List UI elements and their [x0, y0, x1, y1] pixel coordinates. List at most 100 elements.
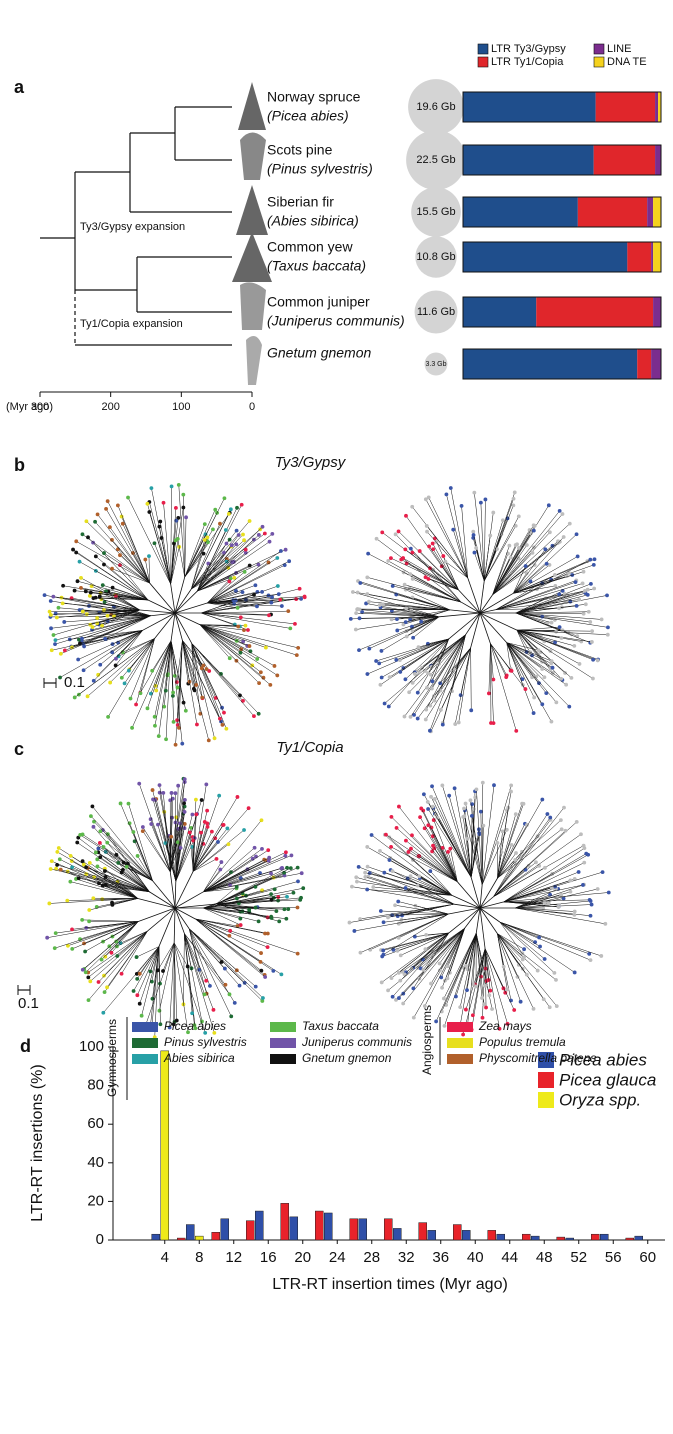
tree-tip: [471, 529, 476, 534]
tree-tip: [157, 783, 162, 788]
tree-tip: [412, 672, 417, 676]
tree-tip: [544, 691, 549, 696]
tree-tip: [600, 870, 605, 875]
tree-tip: [232, 575, 237, 580]
tree-tip: [488, 533, 493, 538]
tree-tip: [566, 570, 571, 575]
tree-tip: [589, 640, 594, 644]
bar: [349, 1218, 358, 1241]
tree-branch: [173, 942, 206, 1033]
tree-branch: [454, 788, 472, 878]
tree-branch: [467, 577, 481, 614]
tree-tip: [440, 845, 445, 850]
tree-tip: [88, 622, 93, 627]
tree-branch: [98, 930, 148, 983]
tree-tip: [267, 613, 271, 618]
tree-branch: [465, 932, 477, 966]
tree-branch: [515, 595, 608, 614]
x-tick-label: 4: [161, 1249, 169, 1266]
tree-branch: [383, 932, 449, 951]
tree-branch: [506, 642, 545, 678]
tree-tip: [506, 805, 511, 810]
tree-branch: [201, 612, 269, 616]
tree-tip: [70, 865, 74, 870]
tree-tip: [438, 707, 443, 712]
tree-tip: [568, 889, 573, 894]
tree-branch: [53, 596, 140, 611]
tree-tip: [426, 671, 430, 676]
tree-branch: [182, 640, 204, 666]
tree-branch: [419, 876, 453, 896]
tree-branch: [354, 913, 449, 932]
tree-branch: [192, 828, 228, 872]
tree-tip: [454, 994, 458, 999]
tree-branch: [197, 549, 246, 592]
tree-tip: [503, 990, 508, 995]
tree-tip: [389, 815, 394, 819]
tree-branch: [207, 596, 305, 604]
tree-tip: [174, 1018, 179, 1023]
tree-tip: [572, 877, 577, 881]
tree-tip: [471, 807, 476, 811]
tree-tip: [521, 801, 526, 806]
x-axis-label: LTR-RT insertion times (Myr ago): [272, 1276, 508, 1293]
tree-tip: [201, 663, 206, 668]
tree-tip: [405, 876, 410, 881]
tree-tip: [271, 968, 276, 973]
tree-tip: [394, 997, 398, 1002]
tree-tip: [432, 698, 437, 703]
tree-tip: [283, 547, 288, 552]
tree-tip: [279, 866, 284, 871]
tree-tip: [403, 620, 408, 624]
tree-tip: [91, 896, 96, 901]
tree-tip: [424, 933, 429, 937]
tree-tip: [80, 532, 85, 537]
tree-tip: [491, 510, 496, 515]
tree-branch: [385, 834, 458, 883]
tree-tip: [76, 876, 81, 881]
tree-branch: [201, 585, 278, 614]
tree-tip: [419, 619, 424, 624]
tree-tip: [51, 594, 56, 599]
icon: [232, 232, 272, 282]
tree-tip: [79, 586, 83, 590]
tree-tip: [561, 896, 566, 901]
tree-tip: [424, 524, 429, 528]
tree-branch: [490, 643, 494, 724]
tree-tip: [265, 945, 270, 950]
tree-branch: [446, 494, 468, 578]
tree-tip: [549, 719, 554, 724]
tree-branch: [142, 831, 171, 873]
tree-tip: [84, 872, 89, 877]
tree-tip: [374, 659, 379, 663]
tree-tip: [84, 519, 89, 524]
tree-tip: [355, 879, 359, 884]
tree-branch: [170, 778, 184, 872]
tree-tip: [417, 549, 422, 553]
tree-tip: [182, 780, 187, 784]
tree-branch: [191, 530, 237, 590]
tree-branch: [492, 552, 533, 596]
tree-tip: [158, 981, 162, 986]
tree-tip: [389, 617, 394, 622]
tree-tip: [390, 584, 395, 588]
tree-tip: [260, 524, 265, 529]
tree-tip: [256, 711, 261, 716]
tree-tip: [520, 849, 524, 854]
tree-branch: [476, 933, 490, 996]
bar: [315, 1210, 324, 1241]
tree-branch: [158, 946, 161, 1025]
tree-tip: [180, 741, 185, 746]
bar: [418, 1222, 427, 1241]
tree-branch: [55, 615, 151, 641]
bar-segment: [653, 197, 661, 227]
tree-tip: [182, 810, 187, 814]
tree-branch: [174, 612, 200, 625]
tree-branch: [67, 921, 139, 947]
tree-tip: [268, 682, 273, 687]
tree-tip: [241, 698, 245, 703]
tree-branch: [410, 548, 462, 603]
tree-tip: [508, 555, 513, 560]
tree-tip: [171, 1022, 176, 1027]
tree-branch: [197, 504, 242, 592]
